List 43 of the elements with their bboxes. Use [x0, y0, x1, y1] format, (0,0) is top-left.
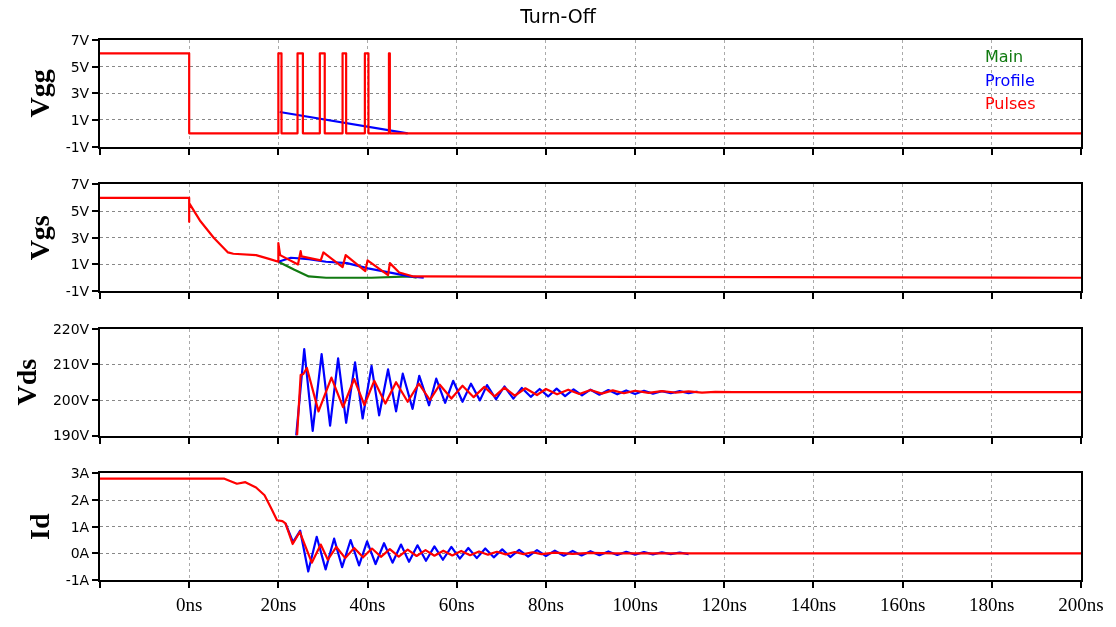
y-tick-label: 1A: [70, 518, 90, 535]
x-tick-label: 160ns: [879, 593, 926, 615]
y-tick-label: 1V: [70, 111, 90, 128]
x-tick-label: 60ns: [438, 593, 475, 615]
text: Pulses: [985, 94, 1036, 113]
x-tick-label: 140ns: [790, 593, 837, 615]
y-tick-label: -1A: [65, 571, 90, 588]
line-series: [277, 256, 425, 279]
x-tick-label: 120ns: [701, 593, 747, 615]
text: Main: [985, 47, 1024, 66]
chart-title: Turn-Off: [519, 4, 597, 27]
line-series: [100, 196, 1081, 279]
y-tick-label: 220V: [52, 320, 90, 337]
y-tick-label: 3V: [70, 229, 90, 246]
line-series: [100, 477, 1081, 564]
y-tick-label: -1V: [65, 138, 90, 155]
line-series: [295, 366, 1081, 436]
y-tick-label: 3A: [70, 465, 90, 482]
x-tick-label: 0ns: [175, 593, 203, 615]
text: Profile: [985, 71, 1035, 90]
y-tick-label: 0A: [70, 545, 90, 562]
x-tick-label: 40ns: [349, 593, 386, 615]
y-tick-label: 7V: [70, 31, 90, 48]
y-tick-label: 1V: [70, 256, 90, 273]
y-tick-label: -1V: [65, 283, 90, 299]
y-axis-title: Id: [23, 513, 55, 540]
y-tick-label: 5V: [70, 58, 90, 75]
x-tick-label: 20ns: [260, 593, 297, 615]
y-tick-label: 7V: [70, 176, 90, 193]
y-tick-label: 3V: [70, 85, 90, 102]
x-tick-label: 100ns: [612, 593, 658, 615]
y-axis-title: Vds: [11, 358, 43, 406]
y-tick-label: 5V: [70, 203, 90, 220]
y-axis-title: Vgs: [23, 215, 55, 261]
x-tick-label: 80ns: [527, 593, 564, 615]
x-tick-label: 180ns: [969, 593, 1015, 615]
y-tick-label: 190V: [52, 427, 90, 444]
x-tick-label: 200ns: [1058, 593, 1104, 615]
y-tick-label: 210V: [52, 356, 90, 373]
y-tick-label: 2A: [70, 491, 90, 508]
y-axis-title: Vgg: [23, 69, 55, 118]
line-series: [277, 260, 418, 279]
y-tick-label: 200V: [52, 391, 90, 408]
